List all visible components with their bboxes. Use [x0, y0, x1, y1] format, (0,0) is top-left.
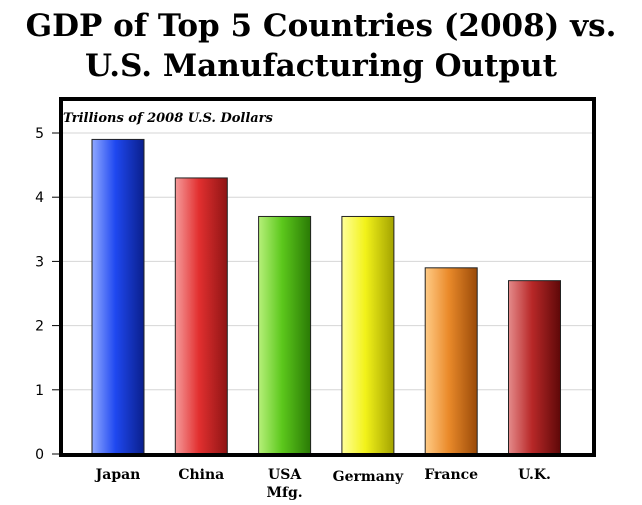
y-tick-label-0: 0: [35, 447, 44, 463]
chart-title-line-1: GDP of Top 5 Countries (2008) vs.: [25, 8, 617, 44]
chart-title: GDP of Top 5 Countries (2008) vs. U.S. M…: [0, 6, 642, 86]
y-axis-label: Trillions of 2008 U.S. Dollars: [63, 111, 274, 126]
y-tick-label-4: 4: [35, 190, 44, 206]
y-tick-label-2: 2: [35, 319, 44, 335]
x-tick-label-5: U.K.: [518, 467, 551, 483]
plot-frame: [59, 97, 596, 457]
x-axis-labels: Japan China USA Mfg. Germany France U.K.: [94, 467, 551, 501]
x-tick-label-1: China: [178, 467, 224, 483]
chart-title-line-2: U.S. Manufacturing Output: [85, 48, 557, 84]
x-tick-label-0: Japan: [94, 467, 141, 483]
x-tick-label-4: France: [424, 467, 478, 483]
bar-japan: [91, 138, 145, 455]
grid-lines: [63, 132, 592, 391]
x-tick-label-2: USA Mfg.: [267, 467, 303, 501]
y-tick-label-1: 1: [35, 383, 44, 399]
bars: [91, 138, 561, 455]
x-tick-label-3: Germany: [333, 469, 404, 485]
bar-u-k: [508, 280, 561, 455]
y-tick-label-5: 5: [35, 126, 44, 142]
bar-france: [424, 267, 478, 455]
bar-germany: [341, 215, 395, 455]
y-tick-label-3: 3: [35, 254, 44, 270]
bar-china: [174, 177, 228, 455]
bar-usa-mfg: [258, 215, 312, 455]
y-axis: 0 1 2 3 4 5: [35, 126, 60, 463]
